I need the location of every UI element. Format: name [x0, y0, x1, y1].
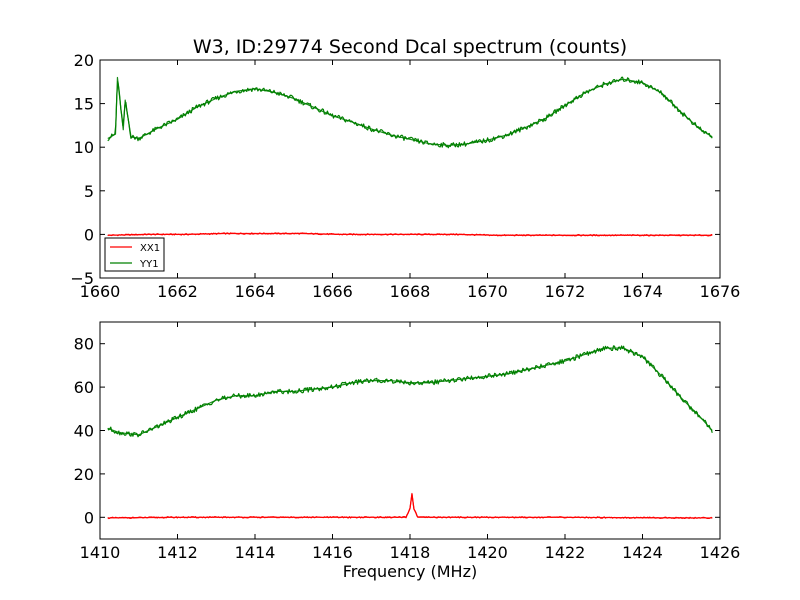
top-series-yy1 — [107, 76, 713, 149]
bottom-ytick-label: 40 — [74, 422, 94, 441]
bottom-ytick-label: 20 — [74, 465, 94, 484]
bottom-series-trend-line-0 — [107, 492, 713, 519]
bottom-xtick-label: 1426 — [700, 543, 741, 562]
top-ytick-label: 20 — [74, 51, 94, 70]
top-xtick-label: 1670 — [467, 282, 508, 301]
top-xtick-label: 1662 — [157, 282, 198, 301]
bottom-ytick-label: 80 — [74, 335, 94, 354]
top-ytick-label: 10 — [74, 138, 94, 157]
top-xtick-label: 1674 — [622, 282, 663, 301]
top-ytick-label: 5 — [84, 182, 94, 201]
bottom-xtick-label: 1418 — [390, 543, 431, 562]
top-chart-title: W3, ID:29774 Second Dcal spectrum (count… — [193, 36, 627, 58]
bottom-xtick-label: 1410 — [80, 543, 121, 562]
bottom-chart-plot-area — [107, 345, 713, 520]
bottom-xtick-label: 1412 — [157, 543, 198, 562]
legend-label-xx1: XX1 — [140, 243, 160, 254]
top-series-trend-xx1 — [107, 232, 713, 236]
top-ytick-label: 0 — [84, 225, 94, 244]
bottom-chart-ticks: 1410 1412 1414 1416 1418 1420 1422 1424 1426 0 20 4… — [74, 322, 741, 562]
legend-box — [104, 237, 165, 272]
bottom-ytick-label: 0 — [84, 508, 94, 527]
top-xtick-label: 1664 — [235, 282, 276, 301]
top-chart-legend: XX1 YY1 — [104, 237, 165, 272]
top-ytick-label: −5 — [70, 269, 94, 288]
top-xtick-label: 1676 — [700, 282, 741, 301]
bottom-xtick-label: 1414 — [235, 543, 276, 562]
top-xtick-label: 1660 — [80, 282, 121, 301]
top-xtick-label: 1666 — [312, 282, 353, 301]
bottom-ytick-label: 60 — [74, 378, 94, 397]
top-xtick-label: 1672 — [545, 282, 586, 301]
top-series-trend-yy1 — [107, 76, 713, 147]
bottom-xtick-label: 1422 — [545, 543, 586, 562]
legend-label-yy1: YY1 — [139, 259, 159, 270]
top-ytick-label: 15 — [74, 95, 94, 114]
bottom-chart-xlabel: Frequency (MHz) — [343, 562, 477, 581]
top-chart-plot-area — [107, 76, 713, 237]
top-xtick-label: 1668 — [390, 282, 431, 301]
top-chart-ticks: 1660 1662 1664 1666 1668 1670 1672 1674 1676 −5 0 5… — [70, 51, 740, 301]
bottom-xtick-label: 1416 — [312, 543, 353, 562]
bottom-xtick-label: 1420 — [467, 543, 508, 562]
bottom-series-trend-line-1 — [107, 347, 713, 436]
bottom-xtick-label: 1424 — [622, 543, 663, 562]
